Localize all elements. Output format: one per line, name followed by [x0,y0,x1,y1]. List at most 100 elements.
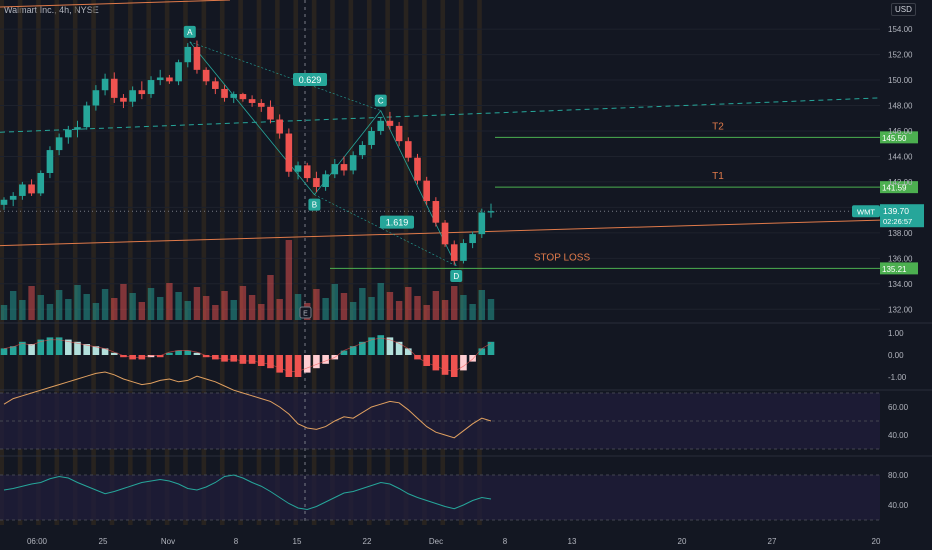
pattern-point-label: B [312,201,317,210]
price-axis-label: 148.00 [888,102,913,111]
volume-bar [138,302,146,320]
session-band [164,0,170,525]
macd-bar [230,355,238,362]
price-axis-label: 144.00 [888,152,913,161]
candle-body [46,150,54,174]
pattern-bd [314,194,457,267]
macd-bar [65,339,72,355]
session-band [458,0,464,525]
macd-bar [193,352,201,355]
candle-body [37,173,45,194]
price-axis-label: 138.00 [888,229,913,238]
volume-bar [294,294,302,320]
pattern-point-label: D [453,272,459,281]
trend-line-top [0,0,231,8]
candle-body [487,211,495,213]
macd-bar [460,355,467,371]
macd-bar [83,344,91,355]
candle-body [460,243,467,261]
pattern-point-label: C [378,97,384,106]
candle-body [175,62,182,82]
macd-bar [175,350,182,355]
volume-bar [368,297,375,320]
macd-bar [184,350,192,355]
candle-body [230,94,238,98]
macd-axis-label: 1.00 [888,329,904,338]
candle-body [285,133,293,172]
macd-bar [267,355,274,369]
candle-body [441,222,449,245]
candle-body [349,155,357,171]
candle-body [221,88,228,98]
macd-bar [349,346,357,355]
macd-bar [450,355,458,377]
macd-axis-label: -1.00 [888,373,907,382]
volume-bar [322,298,329,320]
volume-bar [65,299,72,320]
macd-bar [276,355,283,373]
session-band [256,0,262,525]
time-axis-label: 06:00 [27,537,48,546]
session-band [385,0,390,525]
candle-body [92,90,100,106]
session-band [146,0,152,525]
candle-body [395,125,403,142]
macd-bar [110,352,118,355]
level-label: T2 [712,121,724,132]
candle-body [359,144,366,156]
volume-bar [487,299,495,320]
macd-bar [74,341,81,355]
current-price-tag [880,204,924,228]
volume-bar [212,305,219,320]
time-axis-label: 27 [768,537,777,546]
session-band [348,0,354,525]
currency-badge[interactable]: USD [891,3,916,16]
macd-bar [432,355,440,371]
macd-bar [0,348,8,355]
session-band [0,0,4,525]
level-price-tag [880,131,918,144]
session-band [311,0,317,525]
pattern-point-box [450,269,463,282]
volume-bar [239,286,247,320]
candle-body [138,90,146,95]
volume-bar [156,297,164,320]
session-band [275,0,280,525]
price-axis-label: 154.00 [888,25,913,34]
candle-body [110,78,118,98]
candle-body [0,199,8,205]
macd-bar [120,355,127,358]
volume-bar [395,301,403,320]
candle-body [19,184,26,196]
price-axis-label: 136.00 [888,254,913,263]
macd-bar [28,344,35,355]
macd-bar [239,355,247,364]
session-band [219,0,225,525]
macd-bar [478,348,486,355]
volume-bar [267,275,274,320]
pattern-ratio-box [380,215,414,229]
macd-bar [487,341,495,355]
pattern-lines [189,41,457,267]
volume-bar [129,293,136,320]
macd-bar [303,355,311,373]
symbol-title: Walmart Inc., 4h, NYSE [4,5,99,15]
current-price-value: 139.70 [883,206,909,216]
macd-bar [423,355,430,366]
macd-bar [377,335,385,355]
macd-bar [9,346,17,355]
session-band [91,0,96,525]
earnings-marker-box [299,306,312,319]
volume-bar [414,296,421,320]
volume-bar [147,288,155,320]
pattern-ratio-label: 0.629 [299,75,322,85]
volume-bar [19,300,26,320]
session-band [422,0,427,525]
level-price-text: 141.59 [882,184,907,193]
macd-bar [19,341,26,355]
candle-body [28,184,35,194]
time-axis-label: 8 [503,537,508,546]
volume-bar [202,296,210,320]
rsi-line [3,371,492,439]
